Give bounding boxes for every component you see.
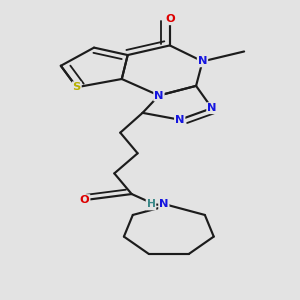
Text: N: N — [175, 115, 184, 125]
Text: O: O — [165, 14, 175, 24]
Text: N: N — [207, 103, 217, 113]
Text: N: N — [154, 91, 164, 100]
Text: H: H — [147, 200, 155, 209]
Text: N: N — [198, 56, 207, 66]
Text: S: S — [73, 82, 81, 92]
Text: O: O — [80, 195, 89, 205]
Text: N: N — [159, 200, 169, 209]
